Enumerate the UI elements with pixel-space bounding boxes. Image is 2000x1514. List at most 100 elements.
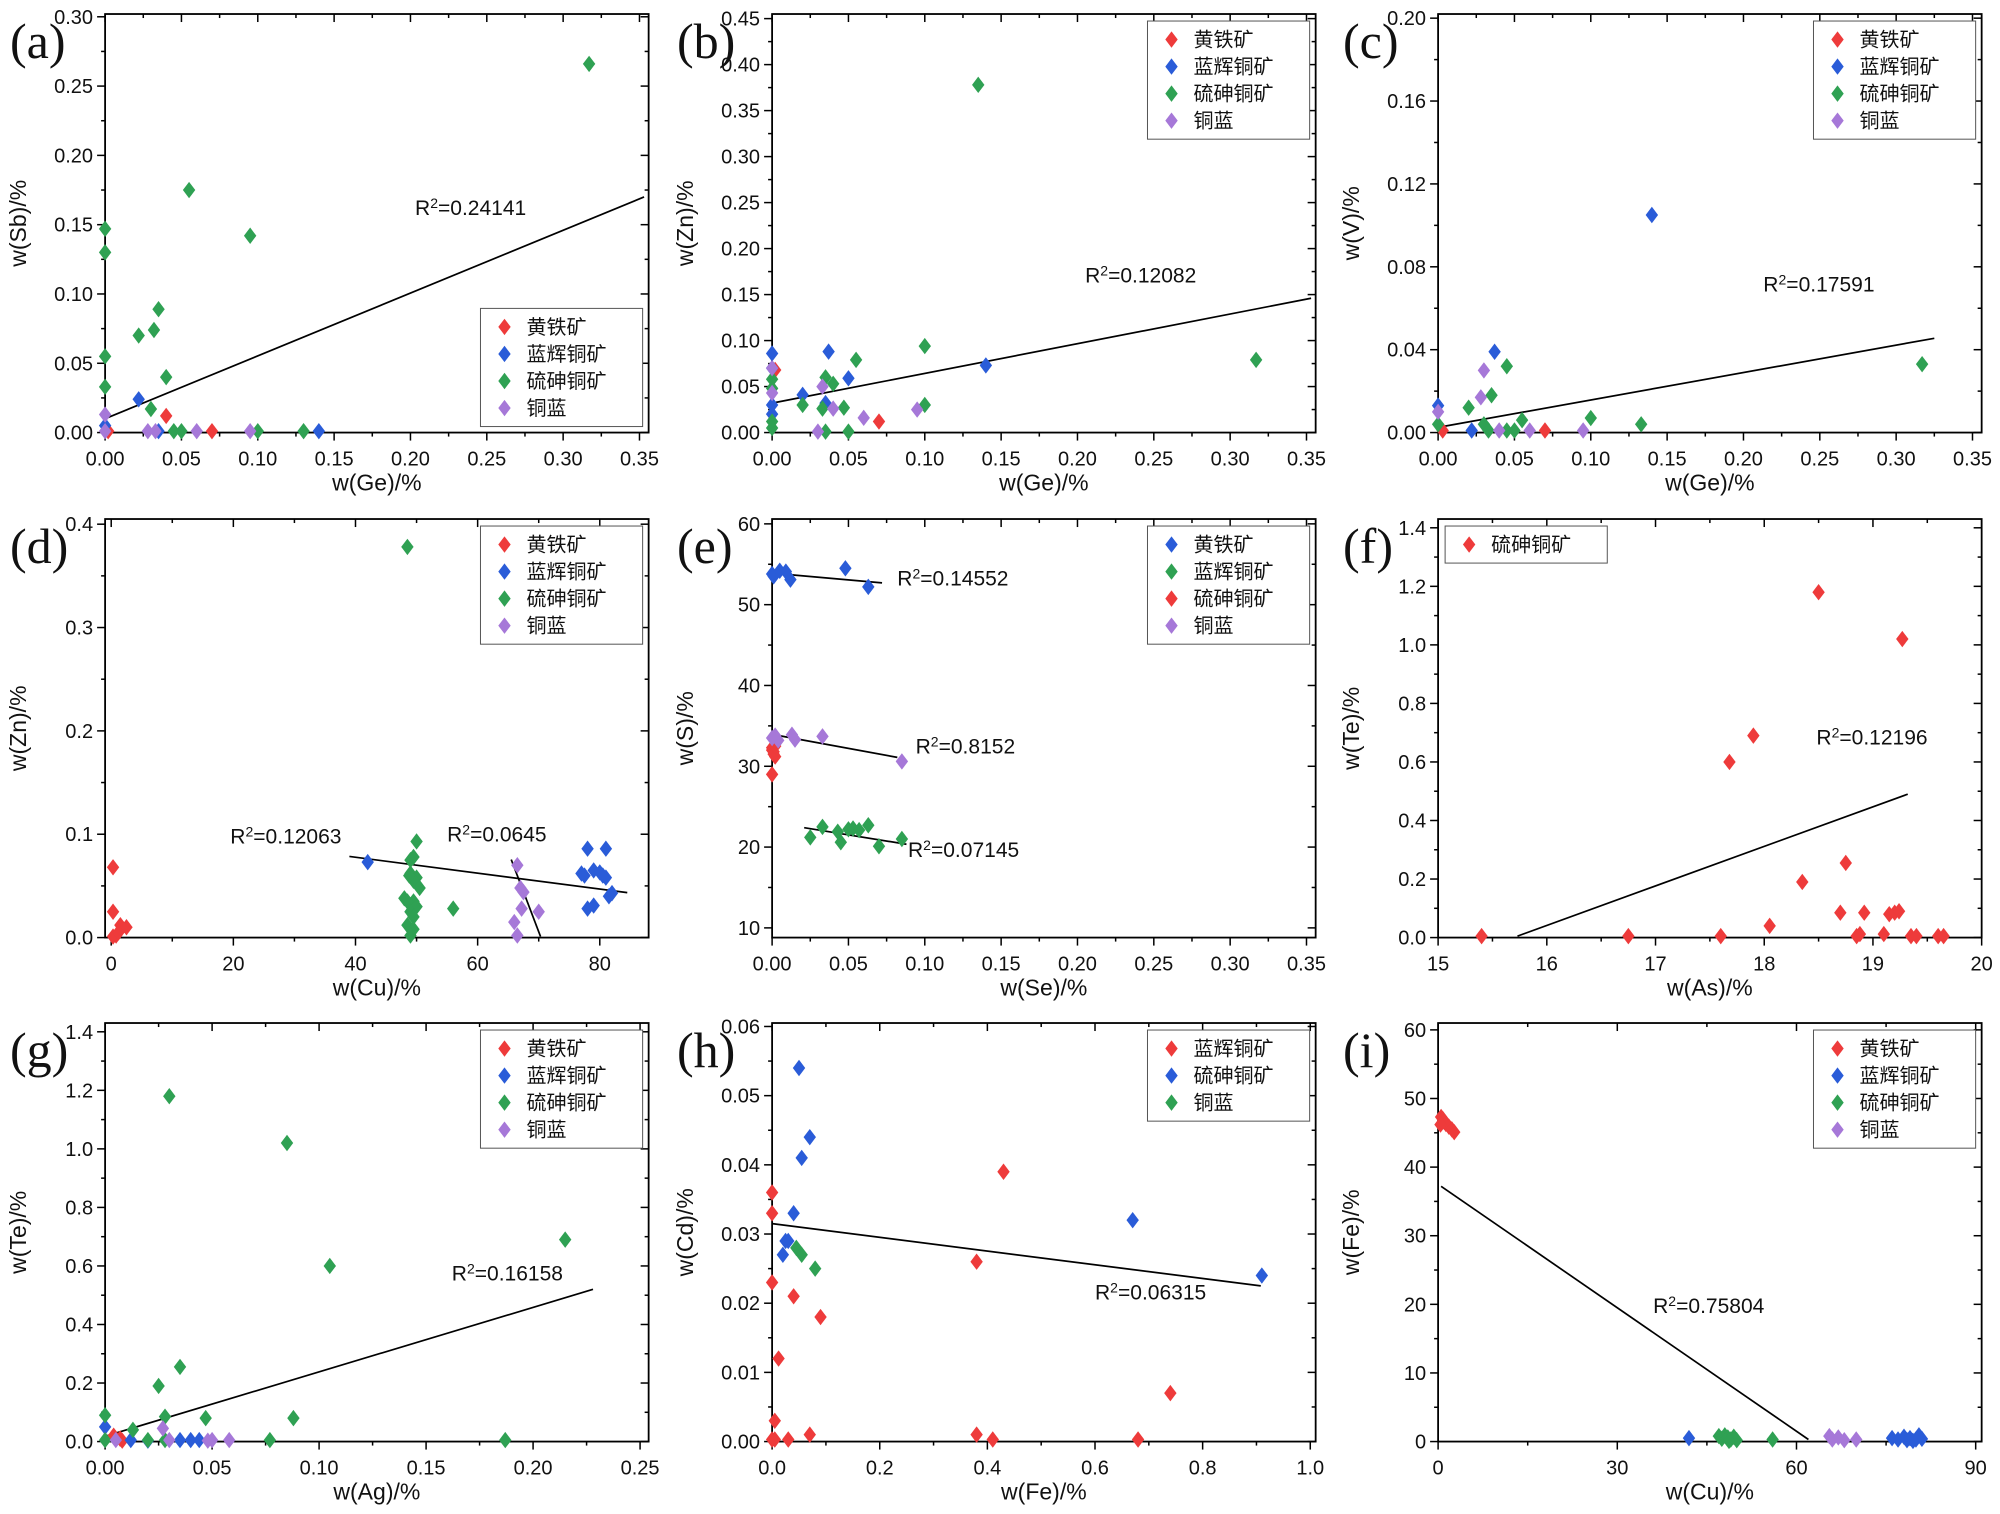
plot-frame (770, 1022, 1317, 1443)
data-point-diamond (803, 828, 817, 846)
data-point-diamond (815, 378, 829, 395)
data-point-diamond (263, 1432, 277, 1449)
data-point-diamond (910, 401, 924, 418)
x-tick-label: 17 (1645, 953, 1667, 975)
series-黄铁矿 (106, 858, 133, 945)
chart-e: (e) 0.00 0.05 0.10 0.15 0.20 0.25 0.30 0.35 10 20 3… (666, 504, 1334, 1010)
data-point-diamond (768, 1431, 781, 1449)
data-point-diamond (511, 926, 524, 944)
data-point-diamond (818, 423, 832, 440)
data-point-diamond (141, 422, 155, 440)
data-point-diamond (765, 1274, 778, 1291)
data-point-diamond (1858, 904, 1871, 921)
data-point-diamond (776, 1246, 789, 1264)
r-squared-label: R2=0.12082 (1085, 263, 1196, 288)
data-point-diamond (578, 867, 591, 884)
legend-item-label: 硫砷铜矿 (1860, 83, 1940, 106)
data-point-diamond (323, 1258, 336, 1275)
panel-letter: (f) (1343, 518, 1393, 574)
legend-item-label: 铜蓝 (527, 614, 567, 637)
x-tick-label: 0.00 (752, 449, 791, 471)
y-tick-label: 10 (1404, 1363, 1426, 1385)
panel-a: (a) 0.00 0.05 0.10 0.15 0.20 0.25 0.30 0.35 0.00 0… (0, 0, 667, 505)
data-point-diamond (1839, 854, 1853, 871)
x-tick-label: 20 (222, 953, 244, 975)
panel-i: (i) 0 30 60 90 0 10 20 30 40 50 60 w(Cu)/% w(Fe)/% R2=… (1333, 1009, 2000, 1514)
legend-item-label: 黄铁矿 (1860, 1038, 1920, 1061)
y-tick-label: 40 (737, 675, 759, 697)
legend-marker-diamond (1164, 85, 1178, 102)
y-tick-label: 30 (1404, 1226, 1426, 1248)
y-tick-label: 0.4 (65, 1315, 93, 1337)
data-point-diamond (795, 1150, 808, 1167)
chart-i: (i)0 30 60 900102030405060w(Cu)/%w(Fe)/%R2=… (1333, 1009, 2000, 1514)
legend-item-label: 铜蓝 (1193, 614, 1233, 637)
r-squared-label: R2=0.24141 (415, 195, 526, 220)
data-point-diamond (410, 898, 423, 915)
series-硫砷铜矿 (1712, 1427, 1780, 1450)
data-point-diamond (1434, 1116, 1448, 1134)
data-point-diamond (1448, 1124, 1461, 1141)
data-point-diamond (404, 926, 417, 944)
regression-line (1438, 337, 1935, 429)
legend-item-label: 黄铁矿 (1193, 533, 1253, 556)
legend-item-label: 蓝辉铜矿 (1193, 1038, 1273, 1061)
regression-line (771, 1223, 1261, 1288)
data-point-diamond (1812, 583, 1826, 601)
x-tick-label: 0.00 (86, 449, 125, 471)
x-axis-label: w(Ge)/% (998, 470, 1089, 496)
data-point-diamond (1893, 902, 1906, 920)
x-tick-label: 60 (467, 953, 489, 975)
x-tick-label: 0.6 (1081, 1458, 1109, 1480)
data-point-diamond (106, 858, 120, 876)
y-tick-label: 40 (1404, 1157, 1426, 1179)
data-point-diamond (98, 1432, 112, 1449)
data-point-diamond (98, 348, 112, 365)
data-point-diamond (768, 748, 782, 765)
panel-letter: (a) (10, 13, 66, 69)
y-axis-label: w(Zn)/% (672, 180, 698, 267)
plot-frame (104, 1022, 650, 1443)
data-point-diamond (1577, 422, 1590, 439)
regression-line (1517, 793, 1909, 937)
data-point-diamond (1474, 389, 1488, 406)
series-铜蓝 (98, 406, 257, 440)
x-tick-label: 0.20 (1058, 953, 1097, 975)
data-point-diamond (1635, 416, 1648, 433)
x-tick-label: 0.10 (238, 449, 277, 471)
data-point-diamond (765, 384, 778, 402)
legend-marker-diamond (1831, 112, 1845, 129)
data-point-diamond (413, 879, 426, 896)
legend-marker-diamond (1164, 58, 1178, 75)
data-point-diamond (783, 571, 797, 588)
legend-marker-diamond (498, 1067, 511, 1085)
x-axis-label: w(As)/% (1666, 974, 1753, 1000)
data-point-diamond (401, 538, 414, 555)
legend-marker-diamond (1164, 1040, 1178, 1058)
legend-item-label: 硫砷铜矿 (527, 587, 607, 610)
plot-frame (770, 13, 1317, 434)
data-point-diamond (1478, 362, 1491, 379)
data-point-diamond (1763, 917, 1777, 934)
y-tick-label: 0.0 (65, 927, 93, 949)
data-point-diamond (1488, 343, 1502, 360)
legend-marker-diamond (1164, 1067, 1178, 1085)
x-tick-label: 0.15 (981, 449, 1020, 471)
regression-line (349, 855, 628, 894)
data-point-diamond (1475, 927, 1489, 944)
x-tick-label: 0.0 (758, 1458, 786, 1480)
data-point-diamond (834, 833, 847, 851)
x-tick-label: 0.05 (193, 1458, 232, 1480)
data-point-diamond (163, 1088, 176, 1105)
y-tick-label: 0.25 (721, 193, 760, 215)
series-蓝辉铜矿 (361, 840, 619, 917)
data-point-diamond (163, 1432, 176, 1449)
data-point-diamond (190, 422, 203, 440)
data-point-diamond (1539, 422, 1552, 439)
data-point-diamond (895, 752, 908, 770)
data-point-diamond (132, 391, 145, 408)
legend-marker-diamond (1164, 1094, 1178, 1112)
